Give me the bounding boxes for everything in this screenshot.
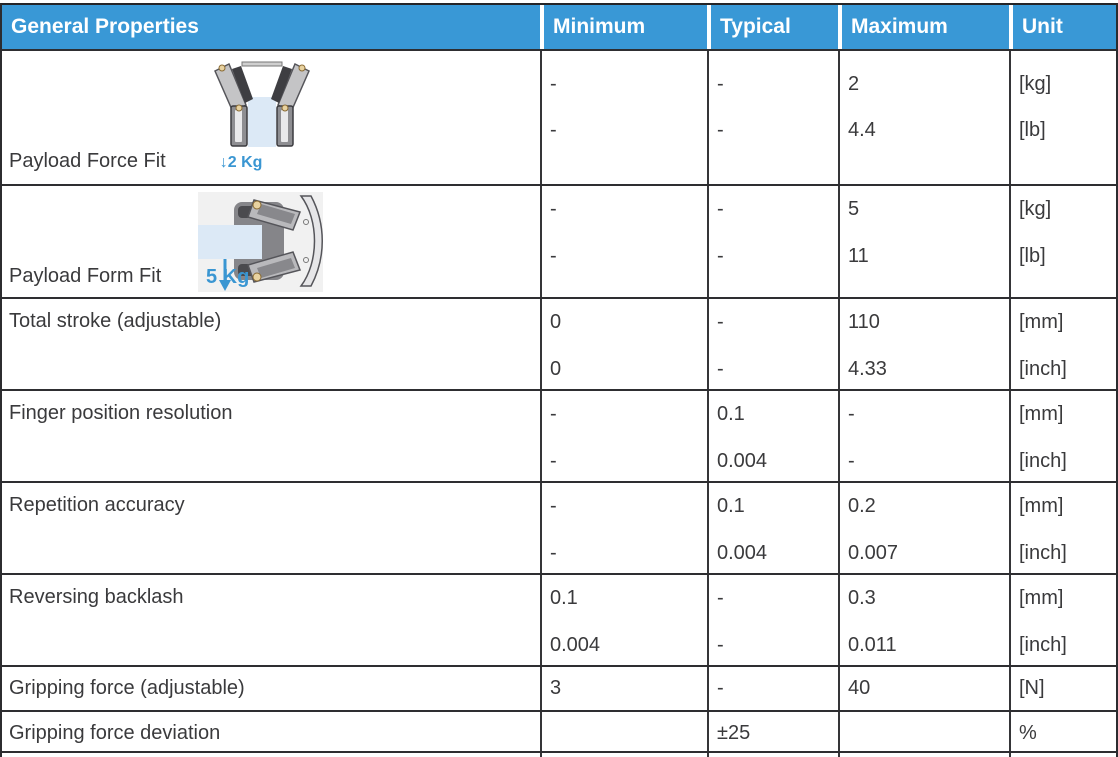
maximum-cell: 110 4.33 [838,299,1009,389]
header-minimum: Minimum [540,5,707,49]
unit-cell: [kg] [lb] [1009,186,1116,297]
payload-annotation: 5 Kg [206,266,250,288]
table-row: Repetition accuracy -- 0.1 0.004 0.2 0.007… [2,481,1116,573]
row-label: Repetition accuracy [9,494,185,516]
typical-cell: ±25 [707,712,838,751]
general-properties-table: General Properties Minimum Typical Maxim… [0,3,1118,757]
table-row-cut-off [2,751,1116,757]
row-label: Payload Form Fit [9,265,162,287]
table-row: Finger position resolution -- 0.1 0.004 -… [2,389,1116,481]
maximum-cell [838,712,1009,751]
row-label: Reversing backlash [9,586,184,608]
header-maximum: Maximum [838,5,1009,49]
table-row: Reversing backlash 0.1 0.004 -- 0.3 0.011 … [2,573,1116,665]
maximum-cell: 5 11 [838,186,1009,297]
table-header-row: General Properties Minimum Typical Maxim… [2,5,1116,49]
table-row: Payload Force Fit ↓2 Kg -- -- 2 4.4 [kg][… [2,49,1116,184]
table-row: Payload Form Fit 5 Kg -- -- 5 11 [kg] [lb] [2,184,1116,297]
minimum-cell: -- [540,391,707,481]
unit-cell: [mm] [inch] [1009,299,1116,389]
unit-cell: % [1009,712,1116,751]
row-label-with-annotation: Payload Force Fit ↓2 Kg [9,149,262,175]
maximum-cell: 40 [838,667,1009,710]
gripper-side-form-fit-icon [198,192,323,292]
unit-cell: [mm] [inch] [1009,391,1116,481]
maximum-cell: -- [838,391,1009,481]
typical-cell: -- [707,186,838,297]
property-cell: Total stroke (adjustable) [2,299,540,389]
minimum-cell: 3 [540,667,707,710]
header-unit: Unit [1009,5,1116,49]
unit-cell: [mm] [inch] [1009,575,1116,665]
minimum-cell [540,712,707,751]
property-cell: Reversing backlash [2,575,540,665]
minimum-cell: 0.1 0.004 [540,575,707,665]
minimum-cell: -- [540,483,707,573]
typical-cell: - [707,667,838,710]
minimum-cell: -- [540,51,707,184]
property-cell: Gripping force deviation [2,712,540,751]
minimum-cell: -- [540,186,707,297]
row-label-with-annotation: Payload Form Fit [9,264,161,288]
row-label: Total stroke (adjustable) [9,310,222,332]
property-cell: Gripping force (adjustable) [2,667,540,710]
maximum-cell: 0.2 0.007 [838,483,1009,573]
typical-cell: -- [707,299,838,389]
typical-cell: -- [707,51,838,184]
row-label: Gripping force (adjustable) [9,677,245,699]
property-cell: Finger position resolution [2,391,540,481]
down-arrow-icon: ↓ [219,154,228,171]
header-typical: Typical [707,5,838,49]
payload-force-fit-cell: Payload Force Fit ↓2 Kg [2,51,540,184]
unit-cell: [mm] [inch] [1009,483,1116,573]
property-cell: Repetition accuracy [2,483,540,573]
unit-cell: [kg] [lb] [1009,51,1116,184]
payload-form-fit-cell: Payload Form Fit 5 Kg [2,186,540,297]
typical-cell: -- [707,575,838,665]
header-general-properties: General Properties [2,5,540,49]
unit-cell: [N] [1009,667,1116,710]
row-label: Payload Force Fit [9,150,166,172]
payload-annotation: ↓2 Kg [219,154,263,171]
gripper-front-force-fit-icon [214,61,310,147]
row-label: Gripping force deviation [9,722,221,744]
row-label: Finger position resolution [9,402,233,424]
maximum-cell: 2 4.4 [838,51,1009,184]
table-row: Gripping force (adjustable) 3 - 40 [N] [2,665,1116,710]
typical-cell: 0.1 0.004 [707,483,838,573]
maximum-cell: 0.3 0.011 [838,575,1009,665]
typical-cell: 0.1 0.004 [707,391,838,481]
table-row: Gripping force deviation ±25 % [2,710,1116,751]
